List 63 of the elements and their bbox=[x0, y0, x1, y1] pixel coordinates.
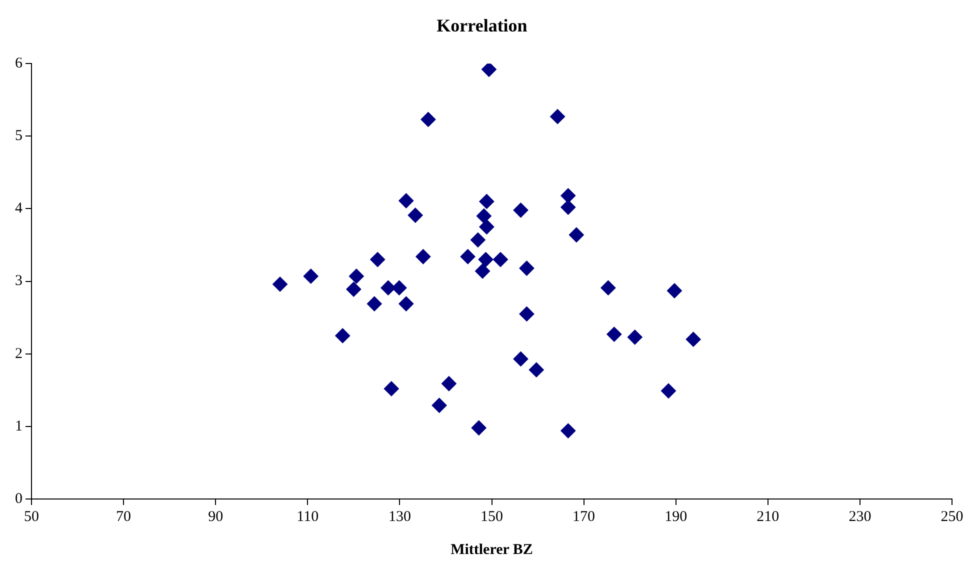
point bbox=[513, 202, 528, 218]
point bbox=[348, 268, 364, 284]
point bbox=[392, 280, 407, 296]
point bbox=[519, 306, 534, 322]
point bbox=[303, 268, 318, 284]
point bbox=[441, 376, 456, 392]
point bbox=[479, 219, 494, 234]
point bbox=[272, 276, 288, 292]
point bbox=[560, 188, 576, 204]
point bbox=[479, 194, 494, 209]
point bbox=[408, 208, 423, 223]
point bbox=[420, 112, 436, 127]
y-tick-label: 0 bbox=[15, 490, 22, 507]
point bbox=[432, 398, 447, 413]
point bbox=[475, 264, 490, 279]
chart-title: Korrelation bbox=[436, 15, 528, 36]
point bbox=[660, 383, 676, 398]
point bbox=[627, 330, 642, 345]
y-tick-label: 3 bbox=[15, 273, 22, 290]
point bbox=[686, 332, 701, 347]
x-tick-label: 190 bbox=[664, 508, 688, 525]
y-tick-label: 4 bbox=[15, 200, 23, 217]
x-tick-label: 130 bbox=[388, 508, 411, 525]
y-tick-label: 1 bbox=[15, 418, 22, 434]
point bbox=[398, 193, 414, 208]
point bbox=[366, 296, 382, 312]
point bbox=[476, 208, 492, 224]
y-tick-label: 6 bbox=[15, 56, 23, 72]
point bbox=[492, 252, 508, 268]
point bbox=[528, 362, 544, 378]
x-tick-label: 150 bbox=[480, 508, 503, 525]
point bbox=[471, 420, 486, 436]
point bbox=[460, 249, 476, 264]
point bbox=[606, 326, 622, 342]
point bbox=[384, 381, 399, 396]
x-tick-label: 170 bbox=[572, 508, 596, 525]
point bbox=[380, 280, 396, 296]
x-tick-label: 210 bbox=[756, 508, 780, 525]
point bbox=[398, 296, 414, 312]
x-tick-label: 230 bbox=[848, 508, 872, 525]
point bbox=[666, 283, 682, 298]
x-axis-title: Mittlerer BZ bbox=[450, 542, 533, 558]
point bbox=[568, 227, 584, 242]
point bbox=[335, 328, 350, 344]
point bbox=[550, 109, 566, 124]
point bbox=[519, 260, 534, 276]
x-tick-label: 250 bbox=[940, 508, 964, 525]
x-tick-label: 70 bbox=[116, 508, 132, 525]
point bbox=[370, 252, 386, 268]
point bbox=[513, 351, 528, 366]
x-tick-label: 110 bbox=[296, 508, 319, 525]
point bbox=[560, 200, 576, 215]
y-tick-label: 5 bbox=[15, 128, 22, 144]
point bbox=[481, 64, 496, 77]
point bbox=[470, 232, 486, 248]
x-tick-label: 90 bbox=[208, 508, 224, 525]
x-tick-label: 50 bbox=[24, 508, 39, 525]
point bbox=[560, 423, 576, 438]
point bbox=[600, 280, 616, 296]
point bbox=[346, 282, 362, 297]
y-tick-label: 2 bbox=[15, 346, 22, 362]
point bbox=[478, 252, 494, 268]
point bbox=[416, 249, 431, 264]
